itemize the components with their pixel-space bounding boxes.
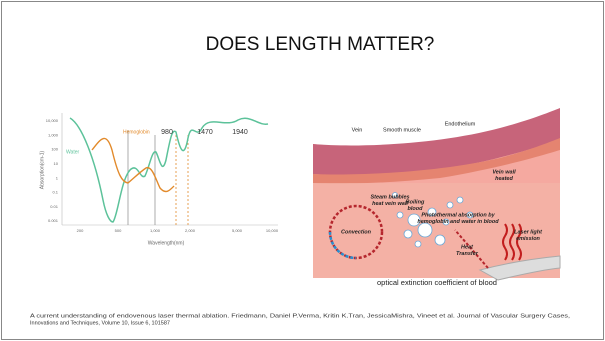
diagram-label: Convection	[341, 229, 372, 235]
y-tick-label: 0.01	[50, 204, 59, 209]
y-tick-label: 10	[54, 161, 59, 166]
diagram-label: hemoglobin and water in blood	[417, 219, 499, 225]
x-axis-label: Wavelength(nm)	[148, 240, 185, 246]
diagram-label: Vein wall	[492, 169, 516, 175]
diagram-label: heat vein wall	[372, 201, 408, 207]
diagram-label: Smooth muscle	[383, 127, 421, 133]
diagram-label: Photothermal absorption by	[421, 212, 495, 218]
diagram-label: Heat	[461, 244, 474, 250]
diagram-label: Laser light	[514, 229, 543, 235]
citation-line: A current understanding of endovenous la…	[30, 313, 570, 319]
diagram-label: heated	[495, 176, 513, 182]
diagram-label: blood	[408, 206, 424, 212]
y-tick-label: 0.001	[48, 218, 59, 223]
slide: DOES LENGTH MATTER? Absorption(cm-1) Wav…	[0, 0, 605, 341]
citation-line: Innovations and Techniques, Volume 10, I…	[30, 320, 170, 326]
wavelength-label: 1470	[197, 129, 213, 136]
y-axis-label: Absorption(cm-1)	[39, 151, 45, 190]
y-tick-label: 1,000	[48, 132, 59, 137]
wavelength-label: 1940	[232, 129, 248, 136]
x-tick-label: 1,000	[150, 228, 161, 233]
spectrum-figure: Absorption(cm-1) Wavelength(nm) Water He…	[28, 107, 284, 259]
x-tick-label: 500	[115, 228, 122, 233]
page: DOES LENGTH MATTER? Absorption(cm-1) Wav…	[0, 0, 605, 341]
series-label: Water	[66, 149, 79, 155]
caption: optical extinction coefficient of blood	[377, 278, 497, 287]
diagram-label: Transfer	[456, 251, 479, 257]
y-tick-label: 100	[51, 147, 58, 152]
diagram-label: Boiling	[406, 199, 425, 205]
x-tick-label: 200	[77, 228, 84, 233]
diagram-label: Steam bubbles	[370, 194, 409, 200]
x-tick-label: 2,000	[185, 228, 196, 233]
diagram-label: Endothelium	[445, 121, 476, 127]
diagram-label: Vein	[352, 127, 363, 133]
y-tick-label: 10,000	[46, 118, 59, 123]
slide-title: DOES LENGTH MATTER?	[206, 34, 435, 55]
x-tick-label: 5,000	[232, 228, 243, 233]
y-tick-label: 0.1	[52, 190, 58, 195]
series-label: Hemoglobin	[123, 129, 150, 135]
x-tick-label: 10,000	[266, 228, 279, 233]
diagram-label: emission	[516, 236, 540, 242]
wavelength-label: 980	[161, 129, 173, 136]
